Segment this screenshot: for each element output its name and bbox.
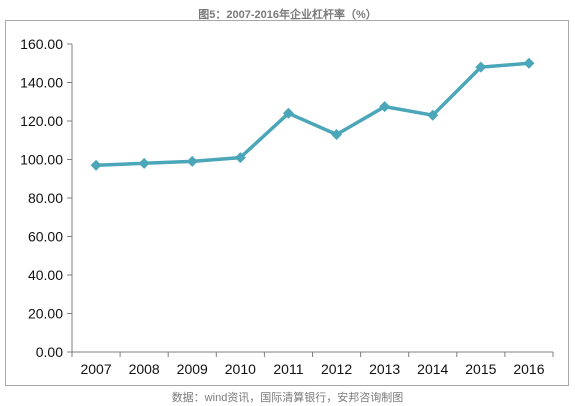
x-tick-label: 2014 [417, 361, 448, 377]
x-tick-label: 2013 [369, 361, 400, 377]
y-tick-label: 0.00 [36, 344, 63, 360]
data-point-marker [138, 157, 150, 169]
y-tick-label: 20.00 [28, 306, 63, 322]
x-tick-label: 2016 [513, 361, 544, 377]
y-tick-label: 160.00 [20, 36, 63, 52]
x-tick-label: 2008 [129, 361, 160, 377]
series-line [95, 61, 530, 168]
chart-title: 图5：2007-2016年企业杠杆率（%） [198, 9, 377, 21]
data-point-marker [234, 152, 246, 164]
y-tick-label: 60.00 [28, 229, 63, 245]
source-note: 数据：wind资讯，国际清算银行，安邦咨询制图 [171, 392, 404, 404]
data-point-marker [282, 107, 294, 119]
x-tick-label: 2012 [321, 361, 352, 377]
data-point-marker [90, 159, 102, 171]
y-axis: 0.00 20.00 40.00 60.00 80.00 100.00 120.00 140.… [20, 36, 73, 360]
data-point-marker [379, 101, 391, 113]
data-point-marker [475, 61, 487, 73]
x-tick-label: 2007 [80, 361, 111, 377]
x-axis: 2007 2008 2009 2010 2011 2012 2013 2014 2015 2016 [71, 351, 554, 377]
x-tick-label: 2015 [465, 361, 496, 377]
data-series [90, 57, 535, 171]
y-tick-label: 120.00 [20, 113, 63, 129]
data-point-marker [186, 155, 198, 167]
y-tick-label: 140.00 [20, 75, 63, 91]
y-tick-label: 100.00 [20, 152, 63, 168]
x-tick-label: 2009 [177, 361, 208, 377]
y-tick-label: 80.00 [28, 190, 63, 206]
data-point-marker [427, 109, 439, 121]
x-tick-label: 2011 [273, 361, 303, 377]
data-point-marker [331, 128, 343, 140]
x-tick-label: 2010 [225, 361, 256, 377]
y-tick-label: 40.00 [28, 267, 63, 283]
data-point-marker [523, 57, 535, 69]
chart-frame [5, 20, 569, 386]
